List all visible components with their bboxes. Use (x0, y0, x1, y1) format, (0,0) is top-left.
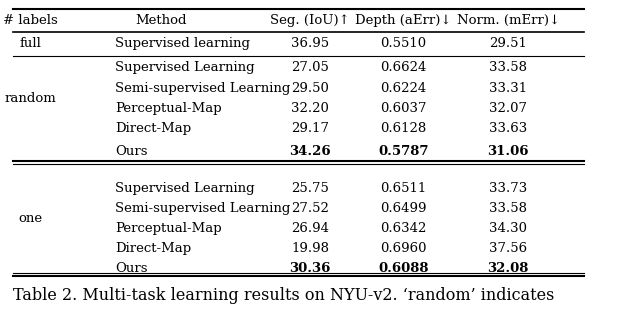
Text: Direct-Map: Direct-Map (115, 242, 191, 255)
Text: Method: Method (136, 14, 187, 27)
Text: Ours: Ours (115, 145, 148, 158)
Text: 0.6342: 0.6342 (380, 222, 427, 235)
Text: 33.73: 33.73 (489, 182, 527, 195)
Text: 27.05: 27.05 (291, 61, 329, 74)
Text: Perceptual-Map: Perceptual-Map (115, 102, 222, 115)
Text: 30.36: 30.36 (289, 262, 331, 275)
Text: 33.58: 33.58 (489, 202, 527, 215)
Text: 0.6511: 0.6511 (380, 182, 426, 195)
Text: Depth (aErr)↓: Depth (aErr)↓ (355, 14, 452, 27)
Text: Supervised learning: Supervised learning (115, 37, 250, 50)
Text: Table 2. Multi-task learning results on NYU-v2. ‘random’ indicates: Table 2. Multi-task learning results on … (13, 286, 555, 304)
Text: 29.50: 29.50 (291, 82, 329, 95)
Text: Supervised Learning: Supervised Learning (115, 182, 255, 195)
Text: Semi-supervised Learning: Semi-supervised Learning (115, 202, 291, 215)
Text: 34.30: 34.30 (489, 222, 527, 235)
Text: 33.63: 33.63 (489, 122, 527, 135)
Text: Supervised Learning: Supervised Learning (115, 61, 255, 74)
Text: 37.56: 37.56 (489, 242, 527, 255)
Text: 31.06: 31.06 (488, 145, 529, 158)
Text: Ours: Ours (115, 262, 148, 275)
Text: 33.58: 33.58 (489, 61, 527, 74)
Text: 32.07: 32.07 (489, 102, 527, 115)
Text: 34.26: 34.26 (289, 145, 331, 158)
Text: 0.6624: 0.6624 (380, 61, 427, 74)
Text: 0.6088: 0.6088 (378, 262, 429, 275)
Text: 19.98: 19.98 (291, 242, 329, 255)
Text: # labels: # labels (3, 14, 58, 27)
Text: 0.6224: 0.6224 (380, 82, 426, 95)
Text: one: one (19, 212, 43, 225)
Text: 26.94: 26.94 (291, 222, 329, 235)
Text: 0.6128: 0.6128 (380, 122, 426, 135)
Text: Direct-Map: Direct-Map (115, 122, 191, 135)
Text: 32.20: 32.20 (291, 102, 329, 115)
Text: Perceptual-Map: Perceptual-Map (115, 222, 222, 235)
Text: 36.95: 36.95 (291, 37, 330, 50)
Text: Seg. (IoU)↑: Seg. (IoU)↑ (270, 14, 350, 27)
Text: 32.08: 32.08 (488, 262, 529, 275)
Text: Norm. (mErr)↓: Norm. (mErr)↓ (456, 14, 560, 27)
Text: 0.6037: 0.6037 (380, 102, 427, 115)
Text: 29.17: 29.17 (291, 122, 329, 135)
Text: 0.5510: 0.5510 (380, 37, 426, 50)
Text: 25.75: 25.75 (291, 182, 329, 195)
Text: 0.6960: 0.6960 (380, 242, 427, 255)
Text: Semi-supervised Learning: Semi-supervised Learning (115, 82, 291, 95)
Text: 29.51: 29.51 (489, 37, 527, 50)
Text: 0.5787: 0.5787 (378, 145, 429, 158)
Text: 27.52: 27.52 (291, 202, 329, 215)
Text: full: full (20, 37, 42, 50)
Text: random: random (5, 91, 57, 105)
Text: 33.31: 33.31 (489, 82, 527, 95)
Text: 0.6499: 0.6499 (380, 202, 427, 215)
